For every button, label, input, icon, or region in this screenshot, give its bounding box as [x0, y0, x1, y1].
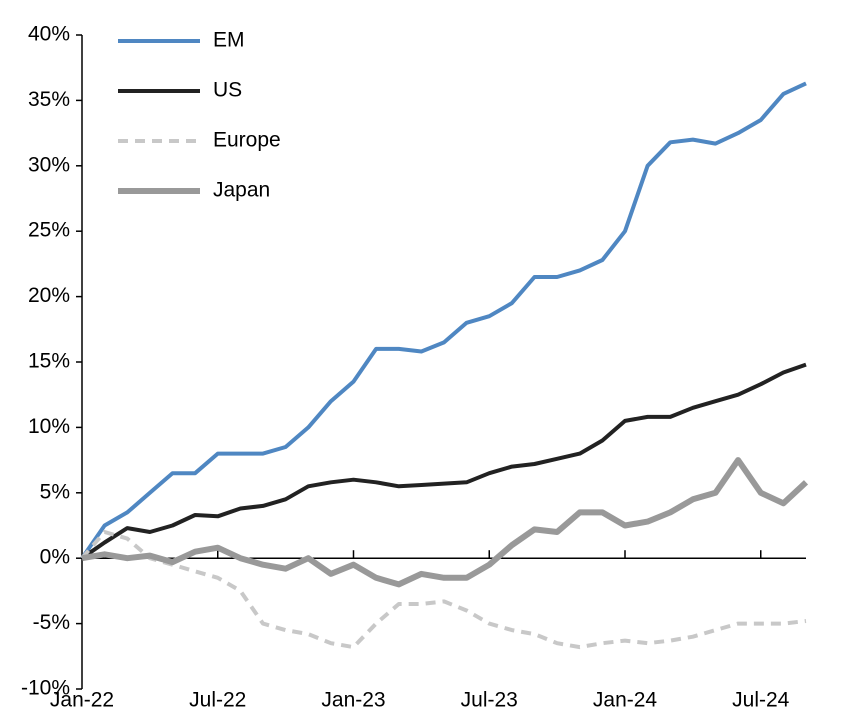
series-line: [81, 457, 809, 588]
y-tick-label: 5%: [40, 480, 70, 503]
y-tick-label: 35%: [28, 88, 70, 111]
x-tick-label: Jan-24: [593, 689, 658, 712]
x-tick-label: Jan-23: [321, 689, 385, 712]
y-tick-label: -5%: [33, 611, 70, 634]
y-tick-label: 0%: [40, 546, 70, 569]
series-line: [80, 530, 807, 650]
legend-label: EM: [213, 29, 245, 52]
legend-label: Europe: [213, 129, 281, 152]
legend-label: US: [213, 79, 242, 102]
x-tick-label: Jul-22: [189, 689, 246, 712]
y-tick-label: -10%: [21, 677, 70, 700]
x-tick-label: Jul-24: [732, 689, 790, 712]
y-tick-label: 40%: [28, 23, 70, 46]
legend-label: Japan: [213, 179, 270, 202]
x-tick-label: Jan-22: [50, 689, 114, 712]
x-tick-label: Jul-23: [461, 689, 518, 712]
y-tick-label: 10%: [28, 415, 70, 438]
series-line: [80, 362, 807, 560]
y-tick-label: 30%: [28, 153, 70, 176]
series-line: [80, 81, 807, 560]
y-tick-label: 15%: [28, 350, 70, 373]
y-tick-label: 20%: [28, 284, 70, 307]
y-tick-label: 25%: [28, 219, 70, 242]
